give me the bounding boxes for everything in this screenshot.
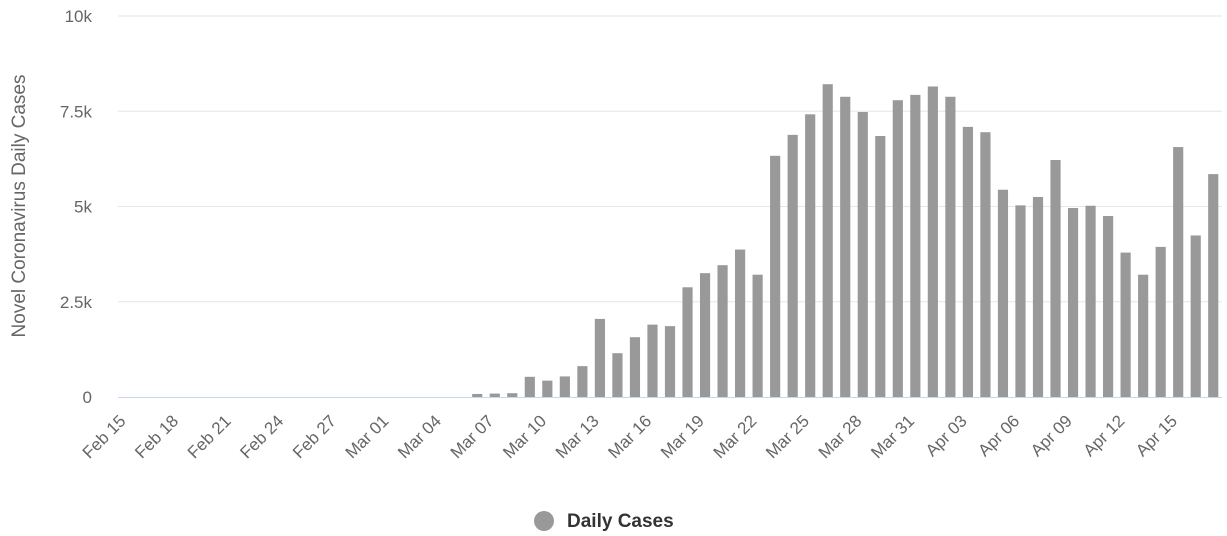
bar[interactable] [647, 324, 658, 397]
y-axis-tick-labels: 0 2.5k 5k 7.5k 10k [60, 7, 93, 407]
bar[interactable] [542, 380, 553, 397]
x-tick-label: Mar 31 [867, 411, 918, 462]
x-tick-label: Feb 18 [131, 411, 182, 462]
y-tick-label: 10k [65, 7, 93, 26]
x-tick-label: Feb 24 [236, 411, 287, 462]
bar[interactable] [612, 353, 623, 397]
bar[interactable] [664, 326, 676, 397]
bar[interactable] [980, 132, 991, 397]
legend-label: Daily Cases [567, 511, 674, 532]
bar[interactable] [717, 265, 728, 397]
bar[interactable] [1190, 235, 1201, 397]
bar[interactable] [1067, 208, 1079, 397]
bar[interactable] [997, 189, 1009, 397]
bar[interactable] [927, 86, 938, 398]
x-tick-label: Mar 16 [604, 411, 655, 462]
bar[interactable] [524, 376, 535, 397]
x-tick-label: Mar 22 [710, 411, 761, 462]
bar[interactable] [629, 337, 641, 397]
x-tick-label: Apr 09 [1027, 411, 1076, 460]
x-tick-label: Mar 07 [447, 411, 498, 462]
bar[interactable] [682, 287, 693, 397]
x-axis-tick-labels: Feb 15 Feb 18 Feb 21 Feb 24 Feb 27 Mar 01 Mar … [79, 411, 1181, 462]
bar[interactable] [699, 273, 711, 397]
y-tick-label: 7.5k [60, 102, 93, 121]
bar[interactable] [892, 100, 903, 398]
bar[interactable] [945, 96, 956, 397]
x-tick-label: Mar 04 [394, 411, 445, 462]
bar[interactable] [752, 274, 763, 397]
x-tick-label: Feb 21 [184, 411, 235, 462]
x-tick-label: Apr 06 [974, 411, 1023, 460]
bar[interactable] [1032, 196, 1044, 397]
x-tick-label: Apr 12 [1080, 411, 1129, 460]
x-tick-label: Mar 13 [552, 411, 603, 462]
bar[interactable] [1015, 205, 1026, 397]
y-axis-title: Novel Coronavirus Daily Cases [9, 75, 30, 338]
bar[interactable] [1103, 216, 1114, 397]
bar[interactable] [787, 134, 798, 397]
bar[interactable] [1208, 174, 1219, 397]
legend-marker [534, 511, 554, 531]
bar[interactable] [875, 136, 886, 397]
legend[interactable]: Daily Cases [534, 511, 674, 532]
bar[interactable] [1085, 205, 1096, 397]
bar[interactable] [1173, 147, 1184, 397]
bar[interactable] [489, 393, 500, 397]
bar[interactable] [805, 114, 816, 397]
bar[interactable] [1050, 160, 1061, 397]
bar[interactable] [472, 393, 483, 397]
bar[interactable] [1155, 246, 1166, 397]
x-tick-label: Mar 19 [657, 411, 708, 462]
x-tick-label: Apr 03 [922, 411, 971, 460]
x-tick-label: Mar 28 [815, 411, 866, 462]
bar[interactable] [822, 84, 833, 397]
bar[interactable] [559, 376, 570, 397]
bar[interactable] [857, 112, 868, 398]
bar[interactable] [735, 249, 746, 397]
bar-series [472, 84, 1219, 398]
x-tick-label: Feb 27 [289, 411, 340, 462]
x-tick-label: Mar 10 [499, 411, 550, 462]
bar[interactable] [840, 96, 851, 397]
y-tick-label: 0 [83, 388, 92, 407]
bar[interactable] [770, 155, 781, 397]
y-tick-label: 5k [74, 198, 92, 217]
bar[interactable] [910, 94, 921, 397]
bar[interactable] [962, 126, 973, 397]
x-tick-label: Feb 15 [79, 411, 130, 462]
x-tick-label: Apr 15 [1132, 411, 1181, 460]
bar[interactable] [577, 366, 588, 397]
bar[interactable] [507, 393, 518, 397]
bar[interactable] [1120, 252, 1131, 397]
x-tick-label: Mar 25 [762, 411, 813, 462]
bar[interactable] [1138, 274, 1149, 397]
bar[interactable] [594, 318, 605, 397]
y-tick-label: 2.5k [60, 293, 93, 312]
x-tick-label: Mar 01 [342, 411, 393, 462]
